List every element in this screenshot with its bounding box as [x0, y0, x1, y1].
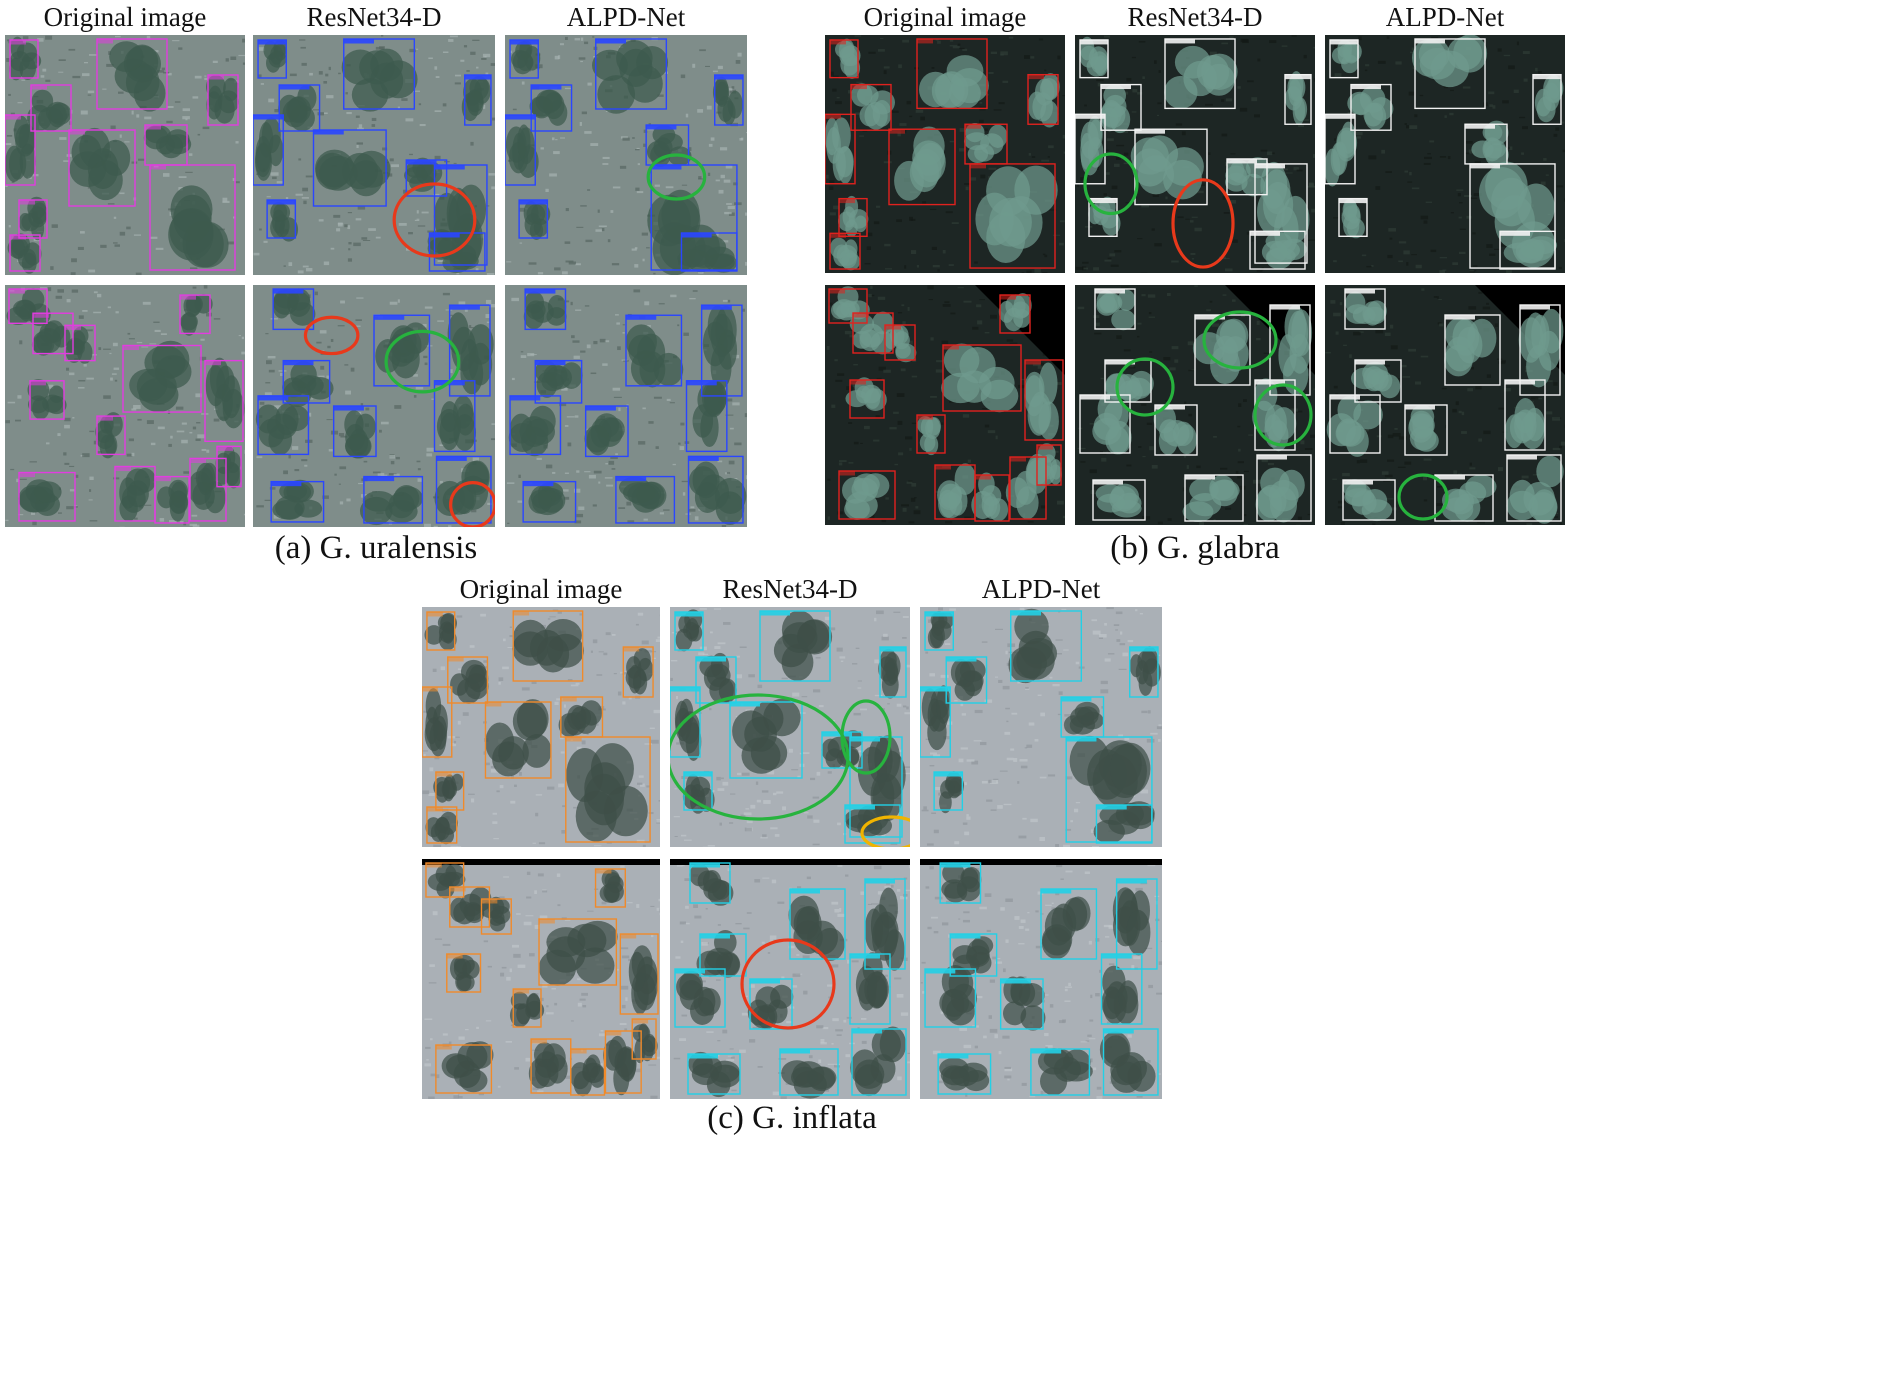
panel-glabra-resnet-row1	[1075, 35, 1315, 273]
column-title-resnet34d: ResNet34-D	[306, 2, 442, 32]
panel-glabra-alpd-row1	[1325, 35, 1565, 273]
panel-glabra-alpd-row2	[1325, 285, 1565, 525]
false-detection-marker	[670, 693, 850, 821]
column-title-original: Original image	[459, 574, 623, 604]
false-detection-marker	[1115, 357, 1175, 417]
panel-inflata-original-row1	[422, 607, 660, 847]
panel-uralensis-alpd-row2	[505, 285, 747, 527]
missed-marker	[740, 938, 836, 1030]
panel-inflata-resnet-row1	[670, 607, 910, 847]
panel-glabra-original-row2	[825, 285, 1065, 525]
column-title-alpdnet: ALPD-Net	[1385, 2, 1505, 32]
false-detection-marker	[1397, 473, 1449, 521]
panel-glabra-original-row1	[825, 35, 1065, 273]
column-title-alpdnet: ALPD-Net	[566, 2, 686, 32]
false-detection-marker	[840, 699, 892, 775]
panel-inflata-alpd-row2	[920, 859, 1162, 1099]
panel-inflata-resnet-row2	[670, 859, 910, 1099]
false-detection-marker	[384, 329, 461, 394]
panel-inflata-original-row2	[422, 859, 660, 1099]
panel-uralensis-original-row1	[5, 35, 245, 275]
false-detection-marker	[1083, 152, 1139, 216]
panel-uralensis-original-row2	[5, 285, 245, 527]
panel-uralensis-alpd-row1	[505, 35, 747, 275]
duplicate-marker	[860, 815, 910, 847]
missed-marker	[449, 481, 495, 527]
column-title-original: Original image	[863, 2, 1027, 32]
missed-marker	[392, 182, 477, 258]
column-title-original: Original image	[43, 2, 207, 32]
caption-uralensis: (a) G. uralensis	[274, 530, 478, 566]
panel-uralensis-resnet-row2	[253, 285, 495, 527]
panel-inflata-alpd-row1	[920, 607, 1162, 847]
missed-marker	[1171, 178, 1235, 269]
column-title-resnet34d: ResNet34-D	[1127, 2, 1263, 32]
false-detection-marker	[1253, 383, 1313, 447]
false-detection-marker	[646, 153, 707, 201]
panel-uralensis-resnet-row1	[253, 35, 495, 275]
caption-inflata: (c) G. inflata	[707, 1100, 877, 1136]
column-title-resnet34d: ResNet34-D	[722, 574, 858, 604]
caption-glabra: (b) G. glabra	[1110, 530, 1280, 566]
missed-marker	[303, 315, 360, 356]
false-detection-marker	[1202, 310, 1278, 370]
column-title-alpdnet: ALPD-Net	[981, 574, 1101, 604]
panel-glabra-resnet-row2	[1075, 285, 1315, 525]
